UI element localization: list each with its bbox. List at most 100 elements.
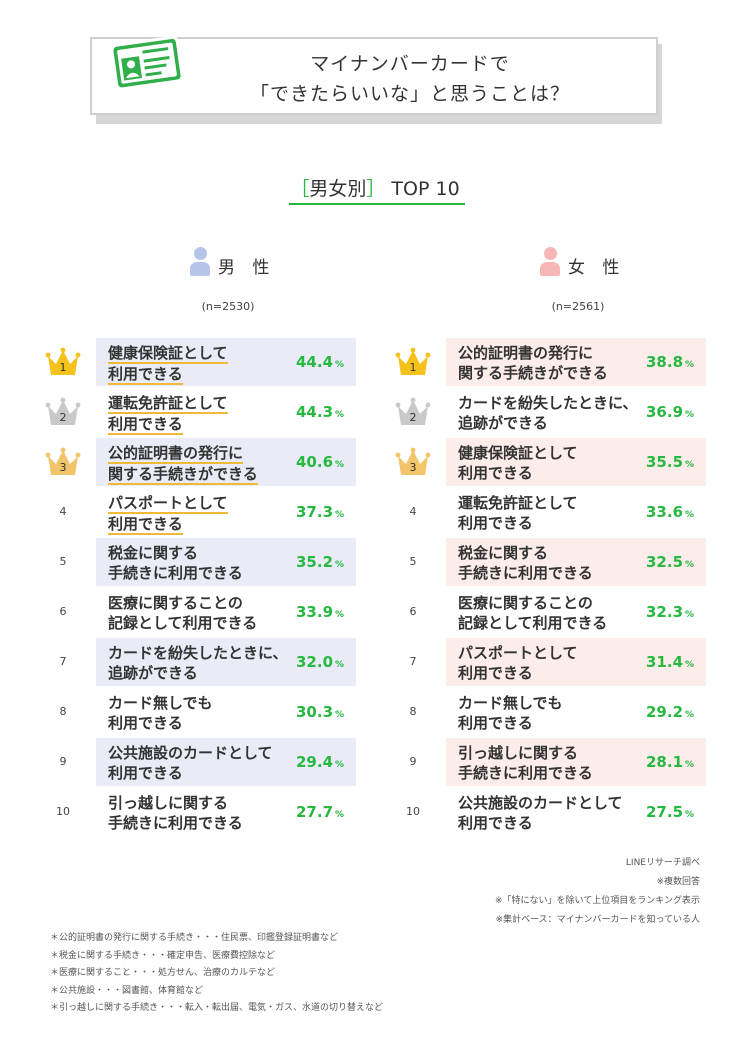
male-item-label-line1: カード無しでも: [108, 694, 213, 712]
male-ranking-row: 公的証明書の発行に 関する手続きができる 40.6%: [96, 438, 356, 488]
title-box: [90, 37, 658, 115]
female-item-value: 33.6%: [646, 503, 704, 521]
female-item-value-number: 28.1: [646, 753, 684, 771]
male-rank-number: 10: [56, 805, 70, 818]
male-item-label-line1: 公的証明書の発行に: [108, 444, 244, 464]
note-right-3: ※「特にない」を除いて上位項目をランキング表示: [494, 896, 700, 906]
female-item-value-number: 31.4: [646, 653, 684, 671]
male-item-value: 44.4%: [296, 353, 354, 371]
female-item-value: 32.3%: [646, 603, 704, 621]
male-item-label: 引っ越しに関する 手続きに利用できる: [108, 793, 293, 833]
female-item-value-number: 32.3: [646, 603, 684, 621]
note-right-4: ※集計ベース：マイナンバーカードを知っている人: [495, 915, 700, 925]
female-item-label-line1: パスポートとして: [458, 644, 578, 662]
female-row-background: [446, 638, 706, 686]
female-item-label-line2: 利用できる: [458, 714, 533, 732]
male-item-value-number: 44.4: [296, 353, 334, 371]
female-item-value: 28.1%: [646, 753, 704, 771]
male-item-value-number: 30.3: [296, 703, 334, 721]
male-ranking-row: 医療に関することの 記録として利用できる 33.9%: [96, 588, 356, 638]
female-label: 女 性: [568, 258, 626, 278]
id-card-icon: [110, 33, 186, 93]
female-item-label-line1: 引っ越しに関する: [458, 744, 579, 762]
female-item-value: 31.4%: [646, 653, 704, 671]
male-item-value-number: 32.0: [296, 653, 334, 671]
female-ranking-row: 引っ越しに関する 手続きに利用できる 28.1%: [446, 738, 706, 788]
female-item-label-line2: 追跡ができる: [458, 414, 548, 432]
female-n: (n=2561): [551, 300, 605, 313]
female-item-value-number: 29.2: [646, 703, 684, 721]
female-item-value-unit: %: [685, 610, 695, 620]
female-row-background: [446, 438, 706, 486]
male-item-label: 医療に関することの 記録として利用できる: [108, 593, 293, 633]
female-item-label: 医療に関することの 記録として利用できる: [458, 593, 643, 633]
female-item-label-line1: カードを紛失したときに、: [458, 394, 638, 412]
male-item-label: 公共施設のカードとして 利用できる: [108, 743, 293, 783]
female-item-value-number: 38.8: [646, 353, 684, 371]
male-crown-icon-1: 1: [45, 347, 81, 377]
female-item-label: 税金に関する 手続きに利用できる: [458, 543, 643, 583]
female-item-label-line2: 利用できる: [458, 514, 533, 532]
footnote-4: ＊公共施設・・・図書館、体育館など: [50, 985, 204, 996]
male-item-value-number: 37.3: [296, 503, 334, 521]
male-item-label-line2: 追跡ができる: [108, 664, 198, 682]
female-item-value: 36.9%: [646, 403, 704, 421]
male-item-label-line2: 手続きに利用できる: [108, 564, 243, 582]
male-item-label-line1: 税金に関する: [108, 544, 199, 562]
female-item-label-line1: カード無しでも: [458, 694, 563, 712]
male-item-value-unit: %: [335, 610, 345, 620]
male-item-label: カード無しでも 利用できる: [108, 693, 293, 733]
female-item-label: 公的証明書の発行に 関する手続きができる: [458, 343, 643, 383]
male-crown-icon-3: 3: [45, 447, 81, 477]
female-rank-number: 7: [409, 655, 417, 668]
male-label: 男 性: [218, 258, 276, 278]
male-ranking-row: カード無しでも 利用できる 30.3%: [96, 688, 356, 738]
heading-bracket-open: ［: [290, 178, 310, 200]
female-item-label: カード無しでも 利用できる: [458, 693, 643, 733]
male-item-label: 健康保険証として 利用できる: [108, 343, 293, 385]
female-rank-number: 4: [409, 505, 417, 518]
female-row-background: [446, 338, 706, 386]
male-item-label-line1: 医療に関することの: [108, 594, 243, 612]
female-item-value-unit: %: [685, 360, 695, 370]
male-item-label-line2: 関する手続きができる: [108, 465, 258, 485]
female-row-background: [446, 738, 706, 786]
male-item-value-number: 40.6: [296, 453, 334, 471]
male-item-value-number: 29.4: [296, 753, 334, 771]
male-rank-number: 9: [59, 755, 67, 768]
male-item-label-line1: 運転免許証として: [108, 394, 228, 414]
female-crown-rank-2: 2: [409, 411, 417, 424]
female-rank-number: 9: [409, 755, 417, 768]
female-item-value: 32.5%: [646, 553, 704, 571]
heading-underline: [289, 203, 465, 205]
footnote-5: ＊引っ越しに関する手続き・・・転入・転出届、電気・ガス、水道の切り替えなど: [50, 1003, 384, 1013]
female-item-value-unit: %: [685, 760, 695, 770]
female-item-label: 健康保険証として 利用できる: [458, 443, 643, 483]
male-item-value-number: 33.9: [296, 603, 334, 621]
male-item-value: 32.0%: [296, 653, 354, 671]
female-item-value: 27.5%: [646, 803, 704, 821]
male-item-value: 27.7%: [296, 803, 354, 821]
heading-bracket-close: ］: [366, 178, 386, 200]
male-item-value: 35.2%: [296, 553, 354, 571]
male-item-label-line2: 記録として利用できる: [108, 614, 258, 632]
female-rank-number: 5: [409, 555, 417, 568]
male-ranking-row: 健康保険証として 利用できる 44.4%: [96, 338, 356, 388]
male-item-value: 44.3%: [296, 403, 354, 421]
female-item-label-line2: 利用できる: [458, 814, 533, 832]
female-crown-rank-3: 3: [409, 461, 417, 474]
male-item-value-unit: %: [335, 410, 345, 420]
female-item-value-unit: %: [685, 410, 695, 420]
female-item-label-line2: 記録として利用できる: [458, 614, 608, 632]
female-ranking-row: 運転免許証として 利用できる 33.6%: [446, 488, 706, 538]
male-ranking-row: 税金に関する手続きに利用できる 35.2%: [96, 538, 356, 588]
female-item-value-unit: %: [685, 660, 695, 670]
male-item-label-line1: カードを紛失したときに、: [108, 644, 288, 662]
female-crown-icon-1: 1: [395, 347, 431, 377]
heading-top: TOP 10: [391, 178, 460, 200]
male-ranking-row: 引っ越しに関する 手続きに利用できる 27.7%: [96, 788, 356, 838]
male-item-value-unit: %: [335, 810, 345, 820]
male-item-label-line2: 手続きに利用できる: [108, 814, 243, 832]
male-item-value-unit: %: [335, 360, 345, 370]
male-person-icon: [190, 247, 210, 277]
